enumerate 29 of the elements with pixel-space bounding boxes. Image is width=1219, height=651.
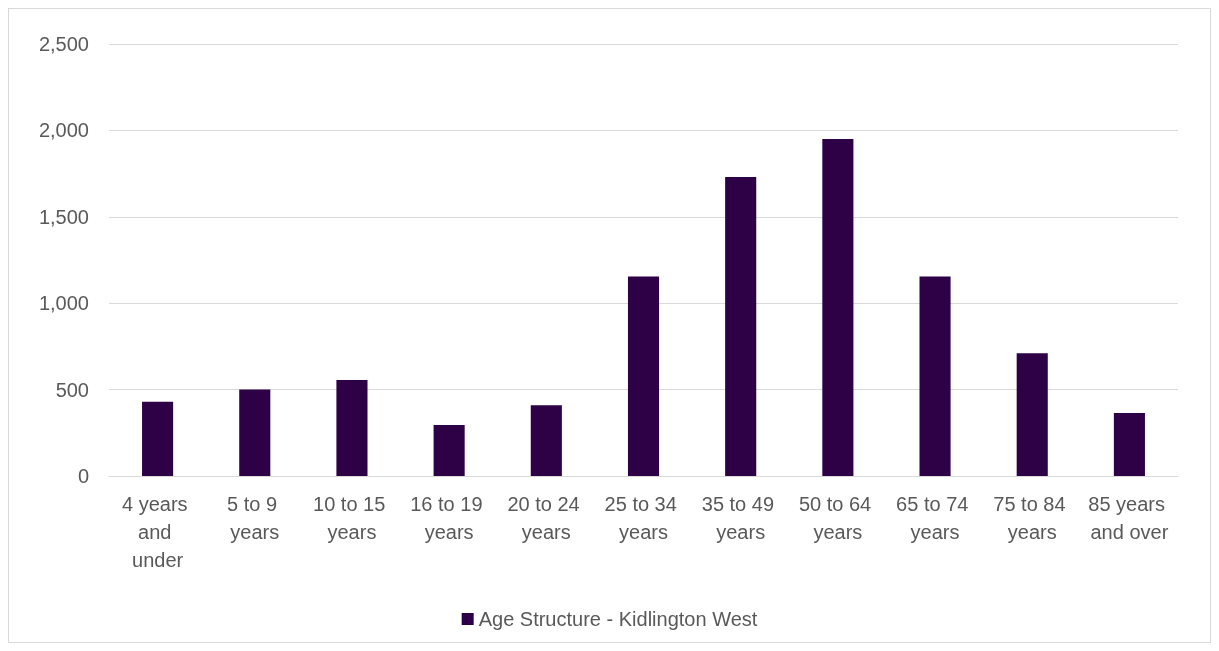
bar <box>433 425 465 476</box>
bar <box>530 405 562 476</box>
bar <box>1016 353 1048 476</box>
y-tick-label: 2,500 <box>38 33 89 55</box>
x-tick-label: 50 to 64 years <box>798 493 877 543</box>
y-tick-label: 2,000 <box>38 119 89 142</box>
x-tick-label: 75 to 84 years <box>993 493 1072 543</box>
bar <box>627 276 660 476</box>
x-tick-label: 35 to 49 years <box>701 493 780 543</box>
x-tick-label: 10 to 15 years <box>313 493 391 543</box>
y-tick-label: 500 <box>55 378 89 401</box>
x-tick-label: 5 to 9 years <box>226 493 283 543</box>
bar <box>919 276 951 476</box>
x-tick-label: 25 to 34 years <box>604 493 683 543</box>
x-tick-label: 4 years and under <box>122 493 194 571</box>
y-tick-label: 0 <box>77 465 89 487</box>
bar <box>142 401 174 476</box>
y-tick-label: 1,500 <box>38 205 89 228</box>
bar <box>239 389 271 476</box>
bar <box>822 139 854 476</box>
legend-label: Age Structure - Kidlington West <box>478 608 758 630</box>
x-tick-label: 16 to 19 years <box>410 493 489 543</box>
x-tick-label: 20 to 24 years <box>507 493 586 543</box>
bar <box>725 177 757 476</box>
y-tick-label: 1,000 <box>38 292 89 315</box>
bar <box>1113 412 1145 476</box>
bar <box>336 380 368 476</box>
x-tick-label: 85 years and over <box>1088 493 1171 543</box>
x-tick-label: 65 to 74 years <box>896 493 974 543</box>
